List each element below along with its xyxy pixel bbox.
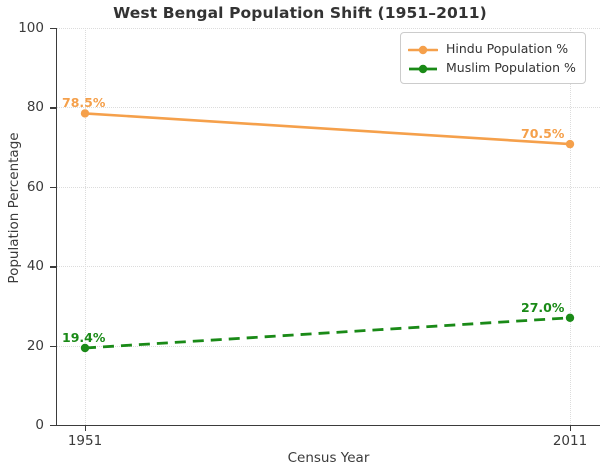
x-tick-mark-2011: [570, 426, 572, 431]
axis-spine-left: [56, 28, 58, 425]
legend-swatch-hindu-icon: [407, 42, 439, 56]
data-label-muslim-1951: 19.4%: [62, 330, 106, 345]
gridline-vertical-1951: [85, 28, 86, 425]
series-point-muslim-2011: [565, 313, 575, 322]
y-tick-mark-0: [50, 425, 56, 427]
y-tick-label-20: 20: [26, 337, 44, 354]
data-label-hindu-2011: 70.5%: [521, 126, 565, 141]
legend-item-hindu[interactable]: Hindu Population %: [407, 39, 576, 58]
x-tick-label-1951: 1951: [67, 433, 103, 449]
gridline-horizontal-80: [57, 107, 600, 109]
data-label-hindu-1951: 78.5%: [62, 95, 106, 110]
x-tick-label-2011: 2011: [552, 433, 588, 449]
axis-spine-bottom: [56, 424, 600, 426]
series-line-hindu: [83, 112, 572, 146]
chart-legend: Hindu Population % Muslim Population %: [400, 32, 586, 84]
gridline-horizontal-40: [57, 266, 600, 268]
series-point-hindu-1951: [80, 109, 90, 118]
y-tick-mark-80: [50, 107, 56, 109]
legend-label-hindu: Hindu Population %: [446, 41, 569, 56]
y-tick-mark-40: [50, 266, 56, 268]
series-point-hindu-2011: [565, 139, 575, 149]
series-line-muslim: [84, 316, 571, 350]
data-label-muslim-2011: 27.0%: [521, 300, 565, 315]
y-tick-mark-60: [50, 186, 56, 189]
series-point-muslim-1951: [80, 343, 90, 353]
gridline-horizontal-60: [57, 186, 600, 188]
y-tick-mark-100: [50, 28, 56, 30]
x-axis-label: Census Year: [287, 450, 370, 466]
x-tick-mark-1951: [85, 426, 87, 431]
legend-item-muslim[interactable]: Muslim Population %: [408, 58, 576, 77]
gridline-vertical-2011: [570, 28, 571, 425]
gridline-horizontal-20: [57, 345, 600, 347]
y-tick-label-40: 40: [26, 258, 44, 275]
y-tick-mark-20: [50, 345, 56, 347]
legend-swatch-muslim-icon: [408, 61, 438, 75]
y-tick-label-0: 0: [35, 417, 44, 433]
y-tick-label-60: 60: [26, 178, 44, 195]
y-tick-label-100: 100: [18, 20, 44, 36]
gridline-horizontal-100: [57, 28, 600, 29]
chart-title: West Bengal Population Shift (1951–2011): [113, 4, 487, 22]
legend-label-muslim: Muslim Population %: [446, 60, 576, 75]
y-tick-label-80: 80: [26, 99, 44, 116]
